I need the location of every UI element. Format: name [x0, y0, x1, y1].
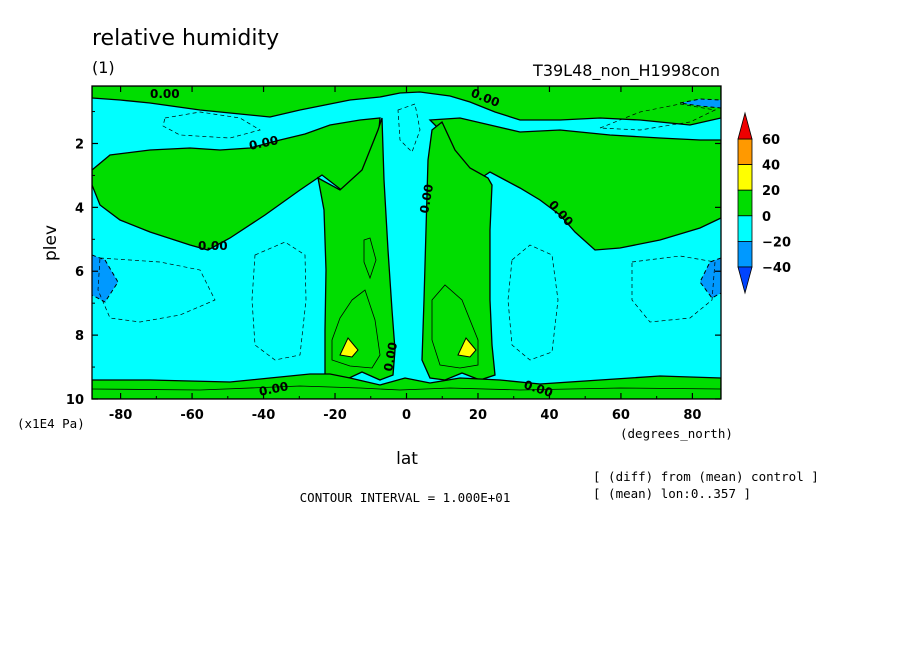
colorbar-segment [737, 189, 753, 217]
colorbar-label: 40 [762, 159, 780, 174]
x-tick-label: 20 [469, 408, 487, 423]
y-tick-label: 4 [75, 201, 84, 216]
y-axis-label: plev [41, 225, 61, 261]
contour-label: 0.00 [198, 239, 228, 253]
note-mean: [ (mean) lon:0..357 ] [593, 486, 751, 501]
chart-title: relative humidity [92, 26, 279, 51]
plot-area [92, 86, 721, 399]
colorbar-segment [737, 215, 753, 242]
colorbar-label: −20 [762, 235, 791, 250]
x-tick-label: 40 [540, 408, 558, 423]
panel-label: (1) [92, 58, 115, 77]
y-tick-label: 6 [75, 265, 84, 280]
peak-north [457, 337, 477, 358]
y-tick-label: 10 [66, 393, 84, 408]
peak-south [339, 337, 359, 358]
x-tick-label: 0 [402, 408, 411, 423]
run-label: T39L48_non_H1998con [532, 61, 720, 81]
contour-dashed-left-mid [97, 257, 216, 323]
contour-north-10 [431, 284, 479, 369]
contour-surface-10 [92, 385, 721, 391]
colorbar-label: 20 [762, 184, 780, 199]
contour-label: 0.00 [381, 341, 400, 373]
x-tick-label: 60 [612, 408, 630, 423]
x-tick-label: -40 [252, 408, 276, 423]
contour-south-upper-10 [363, 237, 377, 280]
minimum-north-top [679, 98, 721, 109]
contour-interval-text: CONTOUR INTERVAL = 1.000E+01 [300, 490, 511, 505]
y-tick-label: 8 [75, 329, 84, 344]
colorbar-label: 60 [762, 133, 780, 148]
x-tick-label: -80 [109, 408, 133, 423]
x-axis-units: (degrees_north) [620, 426, 733, 441]
contour-dashed-right-mid [631, 255, 716, 323]
contour-dashed-left-lower [251, 241, 307, 361]
colorbar-label: 0 [762, 210, 771, 225]
x-tick-label: -20 [323, 408, 347, 423]
contour-dashed-right-lower [507, 244, 559, 361]
contour-dashed-right-upper [599, 103, 717, 131]
colorbar-top-arrow [737, 111, 753, 140]
contour-label: 0.00 [417, 183, 436, 215]
colorbar: 60 40 20 0 −20 −40 [737, 111, 791, 295]
x-axis-label: lat [396, 449, 418, 469]
note-diff: [ (diff) from (mean) control ] [593, 469, 819, 484]
region-surface-positive [92, 373, 721, 399]
contour-label: 0.00 [150, 87, 180, 101]
y-axis: 2 4 6 8 10 [66, 111, 721, 408]
x-tick-label: 80 [683, 408, 701, 423]
colorbar-segment [737, 138, 753, 166]
colorbar-bottom-arrow [737, 266, 753, 295]
colorbar-segment [737, 164, 753, 191]
region-tower-north [421, 120, 496, 381]
x-axis: -80 -60 -40 -20 0 20 40 60 80 [109, 86, 701, 423]
x-tick-label: -60 [180, 408, 204, 423]
y-axis-units: (x1E4 Pa) [17, 416, 85, 431]
colorbar-label: −40 [762, 261, 791, 276]
contour-south-10 [331, 289, 381, 369]
region-upper-positive [92, 86, 721, 126]
contour-dashed-equator [397, 103, 421, 153]
contour-dashed-left-upper [162, 111, 261, 139]
contour-label: 0.00 [258, 379, 290, 399]
region-tower-south [317, 117, 396, 381]
minimum-south-pole [92, 254, 119, 303]
colorbar-segment [737, 240, 753, 268]
y-tick-label: 2 [75, 137, 84, 152]
contour-label: 0.00 [248, 133, 280, 153]
